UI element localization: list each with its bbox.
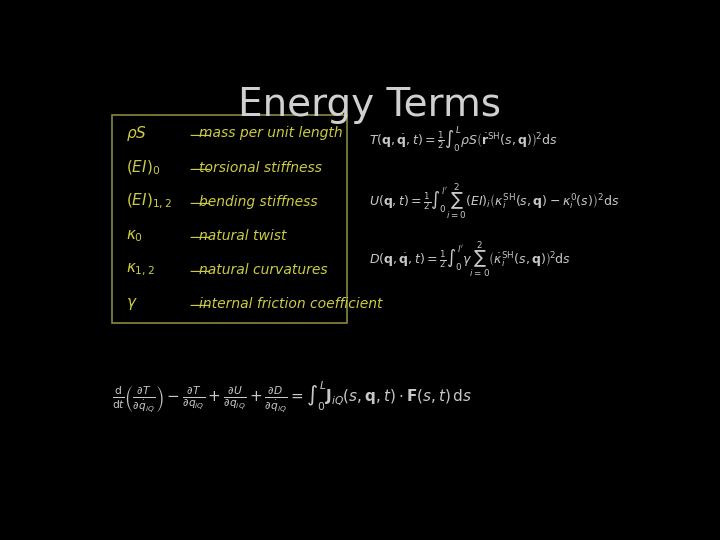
Text: $(EI)_0$: $(EI)_0$ [126, 158, 161, 177]
Text: torsional stiffness: torsional stiffness [199, 160, 322, 174]
Text: $\gamma$: $\gamma$ [126, 296, 138, 312]
Text: bending stiffness: bending stiffness [199, 194, 318, 208]
Text: $-\!\!-$: $-\!\!-$ [188, 126, 212, 141]
Text: $\rho S$: $\rho S$ [126, 124, 147, 143]
Text: $D(\mathbf{q},\dot{\mathbf{q}},t) = \frac{1}{2}\int_0^{l'} \gamma\sum_{i=0}^{2} : $D(\mathbf{q},\dot{\mathbf{q}},t) = \fra… [369, 240, 571, 280]
Text: $U(\mathbf{q},t) = \frac{1}{2}\int_0^{l'} \sum_{i=0}^{2}(EI)_i\left(\kappa_i^{\m: $U(\mathbf{q},t) = \frac{1}{2}\int_0^{l'… [369, 182, 619, 222]
Text: $\kappa_{1,2}$: $\kappa_{1,2}$ [126, 262, 156, 278]
Text: Energy Terms: Energy Terms [238, 85, 500, 124]
Text: $\frac{\mathrm{d}}{\mathrm{d}t}\left(\frac{\partial T}{\partial \dot{q}_{iQ}}\ri: $\frac{\mathrm{d}}{\mathrm{d}t}\left(\fr… [112, 380, 472, 415]
Text: $-\!\!-$: $-\!\!-$ [188, 296, 212, 312]
Text: $-\!\!-$: $-\!\!-$ [188, 160, 212, 175]
Text: mass per unit length: mass per unit length [199, 126, 343, 140]
Text: internal friction coefficient: internal friction coefficient [199, 297, 382, 311]
Text: $\kappa_0$: $\kappa_0$ [126, 228, 143, 244]
Text: natural curvatures: natural curvatures [199, 263, 328, 277]
Bar [112, 114, 346, 322]
Text: natural twist: natural twist [199, 229, 287, 242]
Text: $-\!\!-$: $-\!\!-$ [188, 262, 212, 277]
Text: $(EI)_{1,2}$: $(EI)_{1,2}$ [126, 192, 172, 211]
Text: $-\!\!-$: $-\!\!-$ [188, 228, 212, 243]
Text: $-\!\!-$: $-\!\!-$ [188, 194, 212, 209]
Text: $T(\mathbf{q},\dot{\mathbf{q}},t) = \frac{1}{2}\int_0^L \rho S \left(\dot{\mathb: $T(\mathbf{q},\dot{\mathbf{q}},t) = \fra… [369, 125, 557, 154]
